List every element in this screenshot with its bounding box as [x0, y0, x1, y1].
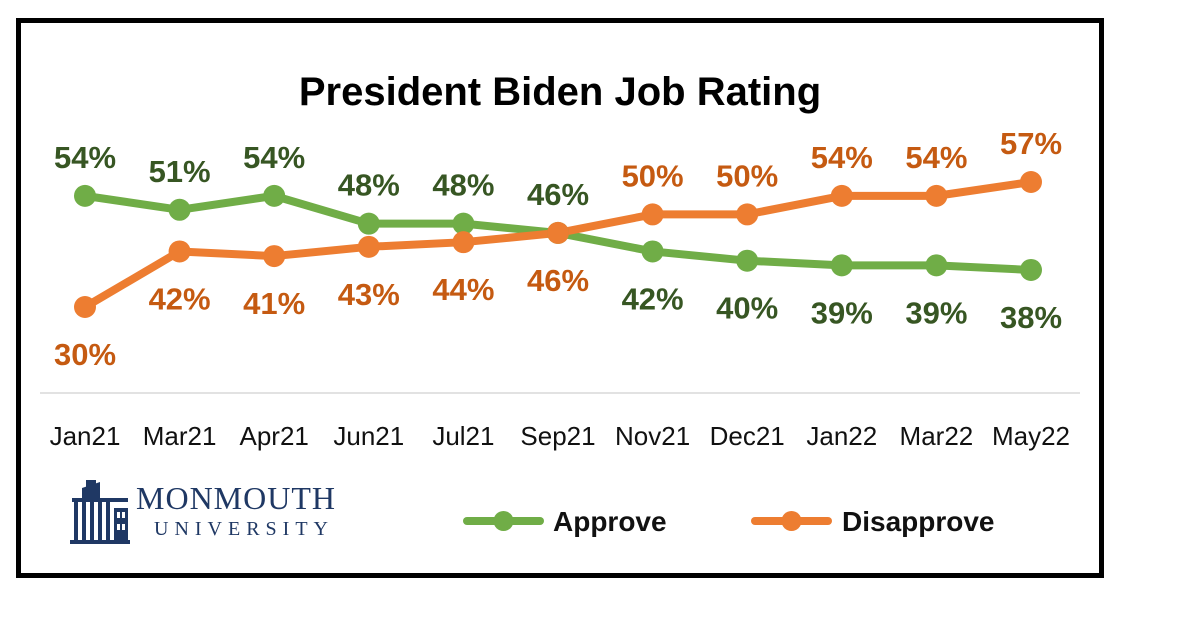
approve-label-dec21: 40%	[716, 291, 778, 326]
disapprove-point-jan22	[830, 184, 853, 207]
disapprove-label-apr21: 41%	[243, 286, 305, 321]
approve-label-apr21: 54%	[243, 140, 305, 175]
logo-subtitle: UNIVERSITY	[154, 518, 334, 540]
approve-point-mar22	[925, 254, 948, 277]
legend-item-approve: Approve	[463, 506, 667, 537]
approve-point-mar21	[168, 198, 191, 221]
disapprove-point-mar22	[925, 184, 948, 207]
building-icon	[70, 480, 130, 544]
approve-label-nov21: 42%	[622, 281, 684, 316]
approve-label-jan22: 39%	[811, 295, 873, 330]
approve-label-may22: 38%	[1000, 300, 1062, 335]
approve-point-apr21	[263, 184, 286, 207]
disapprove-label-mar22: 54%	[905, 140, 967, 175]
disapprove-label-dec21: 50%	[716, 158, 778, 193]
x-tick-label-may22: May22	[992, 421, 1070, 451]
disapprove-point-dec21	[736, 203, 759, 226]
legend-label-approve: Approve	[553, 506, 667, 537]
approve-label-jul21: 48%	[432, 168, 494, 203]
legend-item-disapprove: Disapprove	[751, 506, 995, 537]
disapprove-point-sep21	[547, 221, 569, 244]
disapprove-point-jan21	[74, 296, 96, 318]
approve-label-jan21: 54%	[54, 140, 116, 175]
disapprove-label-nov21: 50%	[622, 158, 684, 193]
x-tick-label-jan22: Jan22	[806, 421, 877, 451]
legend: Approve Disapprove	[463, 506, 995, 537]
legend-swatch-marker	[493, 511, 514, 531]
disapprove-point-jul21	[452, 231, 475, 254]
disapprove-point-nov21	[641, 203, 664, 226]
disapprove-label-jun21: 43%	[338, 277, 400, 312]
approve-label-mar21: 51%	[149, 154, 211, 189]
approve-point-jun21	[357, 212, 380, 235]
disapprove-label-jan22: 54%	[811, 140, 873, 175]
data-label-layer: 54% 51% 54% 48% 48% 46% 42% 40% 39% 39% 38% 30% 42% 4…	[54, 126, 1062, 372]
disapprove-point-apr21	[263, 245, 286, 268]
chart-frame	[16, 18, 1104, 578]
x-tick-label-nov21: Nov21	[615, 421, 690, 451]
x-tick-label-jul21: Jul21	[432, 421, 494, 451]
x-tick-label-jan21: Jan21	[50, 421, 121, 451]
disapprove-label-sep21: 46%	[527, 263, 589, 298]
disapprove-label-jul21: 44%	[432, 272, 494, 307]
x-tick-label-jun21: Jun21	[333, 421, 404, 451]
x-tick-label-apr21: Apr21	[240, 421, 309, 451]
chart-title: President Biden Job Rating	[298, 70, 822, 114]
legend-label-disapprove: Disapprove	[842, 506, 995, 537]
disapprove-point-jun21	[357, 235, 380, 258]
disapprove-label-may22: 57%	[1000, 126, 1062, 161]
logo-name: MONMOUTH	[136, 480, 336, 516]
approve-point-may22	[1020, 258, 1042, 281]
approve-label-mar22: 39%	[905, 295, 967, 330]
disapprove-label-jan21: 30%	[54, 337, 116, 372]
approve-point-jan21	[74, 184, 96, 207]
x-tick-label-mar21: Mar21	[143, 421, 217, 451]
x-tick-label-sep21: Sep21	[520, 421, 595, 451]
disapprove-point-may22	[1020, 171, 1042, 193]
approve-point-nov21	[641, 240, 664, 263]
approve-point-dec21	[736, 249, 759, 272]
approve-point-jul21	[452, 212, 475, 235]
x-tick-layer: Jan21 Mar21 Apr21 Jun21 Jul21 Sep21 Nov21 Dec21…	[50, 421, 1070, 451]
disapprove-point-mar21	[168, 240, 191, 263]
university-logo: MONMOUTH UNIVERSITY	[68, 478, 388, 550]
approve-label-sep21: 46%	[527, 177, 589, 212]
legend-swatch-marker	[781, 511, 802, 531]
approve-point-jan22	[830, 254, 853, 277]
x-tick-label-mar22: Mar22	[900, 421, 974, 451]
disapprove-label-mar21: 42%	[149, 281, 211, 316]
approve-label-jun21: 48%	[338, 168, 400, 203]
series-layer	[74, 171, 1042, 318]
x-tick-label-dec21: Dec21	[710, 421, 785, 451]
